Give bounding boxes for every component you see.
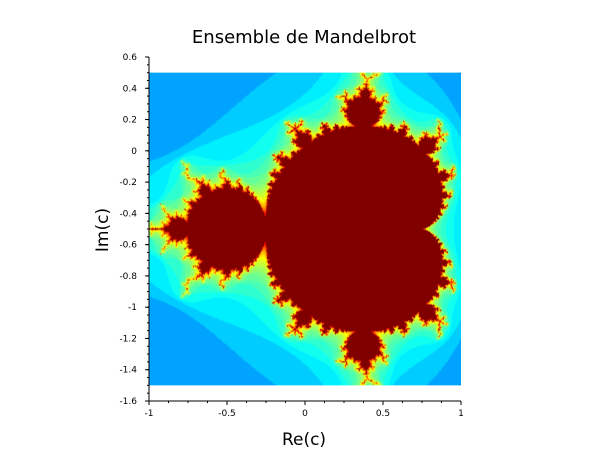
y-tick-label: 0.4 — [123, 84, 138, 94]
y-tick-label: 0.6 — [123, 53, 138, 63]
y-tick-label: 0.2 — [123, 116, 137, 126]
mandelbrot-heatmap — [149, 72, 461, 386]
chart-title: Ensemble de Mandelbrot — [192, 27, 416, 48]
axes: -1 -0.5 0 0.5 10.60.40.20-0.2-0.4-0.6-0.8-1-… — [119, 53, 463, 419]
y-tick-label: -0.6 — [119, 241, 137, 251]
y-tick-label: -0.4 — [119, 209, 137, 219]
x-tick-label: 1 — [458, 409, 464, 419]
x-tick-label: -0.5 — [218, 409, 236, 419]
y-tick-label: -1 — [128, 303, 137, 313]
x-tick-label: -1 — [145, 409, 154, 419]
y-tick-label: -1.2 — [119, 334, 137, 344]
x-tick-label: 0.5 — [376, 409, 390, 419]
x-tick-label: 0 — [302, 409, 308, 419]
x-axis-label: Re(c) — [282, 430, 326, 450]
y-tick-label: -1.6 — [119, 397, 137, 407]
y-tick-label: -0.2 — [119, 178, 137, 188]
y-tick-label: -1.4 — [119, 366, 137, 376]
y-tick-label: -0.8 — [119, 272, 137, 282]
y-tick-label: 0 — [131, 147, 137, 157]
y-axis-label: Im(c) — [93, 208, 113, 252]
